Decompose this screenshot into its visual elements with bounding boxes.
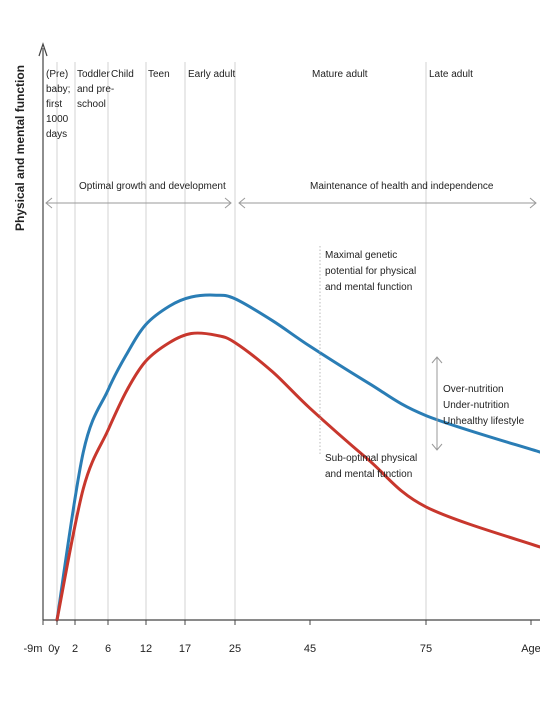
gap-arrowhead bbox=[431, 356, 443, 364]
gap-label: Over-nutrition bbox=[443, 384, 504, 395]
stage-label-line: school bbox=[77, 99, 106, 110]
x-tick-label: 17 bbox=[179, 643, 191, 655]
x-tick-label: 12 bbox=[140, 643, 152, 655]
stage-label: Teen bbox=[148, 69, 170, 80]
phase-label: Maintenance of health and independence bbox=[310, 181, 494, 192]
x-tick-label: 45 bbox=[304, 643, 316, 655]
phase-label: Optimal growth and development bbox=[79, 181, 226, 192]
y-axis-arrowhead bbox=[38, 42, 48, 57]
sub-optimal-line bbox=[55, 331, 540, 622]
phase-arrowhead bbox=[529, 197, 537, 209]
stage-label: Late adult bbox=[429, 69, 473, 80]
stage-label: Child bbox=[111, 69, 134, 80]
gap-arrowhead bbox=[431, 443, 443, 451]
stage-label-line: first bbox=[46, 99, 62, 110]
x-tick-label: 6 bbox=[105, 643, 111, 655]
maximal-potential-label: Maximal genetic bbox=[325, 250, 397, 261]
sub-optimal-label: Sub-optimal physical bbox=[325, 453, 417, 464]
phase-arrowhead bbox=[45, 197, 53, 209]
stage-label-line: Child bbox=[111, 69, 134, 80]
maximal-potential-line bbox=[55, 293, 540, 622]
x-axis-label: Age bbox=[521, 643, 540, 655]
x-tick-label: 25 bbox=[229, 643, 241, 655]
y-axis-label: Physical and mental function bbox=[13, 65, 27, 231]
stage-label-line: 1000 bbox=[46, 114, 69, 125]
x-tick-label: 75 bbox=[420, 643, 432, 655]
stage-label-line: baby; bbox=[46, 84, 70, 95]
phase-arrowhead bbox=[224, 197, 232, 209]
stage-label-line: Teen bbox=[148, 69, 170, 80]
stage-label-line: and pre- bbox=[77, 84, 114, 95]
stage-label-line: Mature adult bbox=[312, 69, 368, 80]
gap-label: Unhealthy lifestyle bbox=[443, 416, 525, 427]
x-tick-label: 2 bbox=[72, 643, 78, 655]
x-tick-label: 0y bbox=[48, 643, 60, 655]
stage-label: (Pre) baby; first 1000 days bbox=[46, 69, 70, 140]
gap-label: Under-nutrition bbox=[443, 400, 509, 411]
stage-label: Early adult bbox=[188, 69, 235, 80]
stage-label-line: Early adult bbox=[188, 69, 235, 80]
phase-arrowhead bbox=[238, 197, 246, 209]
stage-label-line: days bbox=[46, 129, 67, 140]
maximal-potential-label: potential for physical bbox=[325, 266, 416, 277]
x-tick-label: -9m bbox=[24, 643, 43, 655]
stage-label-line: Toddler bbox=[77, 69, 110, 80]
stage-label-line: Late adult bbox=[429, 69, 473, 80]
maximal-potential-label: and mental function bbox=[325, 282, 412, 293]
stage-label: Toddler and pre-school bbox=[77, 69, 114, 110]
sub-optimal-label: and mental function bbox=[325, 469, 412, 480]
stage-label-line: (Pre) bbox=[46, 69, 68, 80]
stage-label: Mature adult bbox=[312, 69, 368, 80]
